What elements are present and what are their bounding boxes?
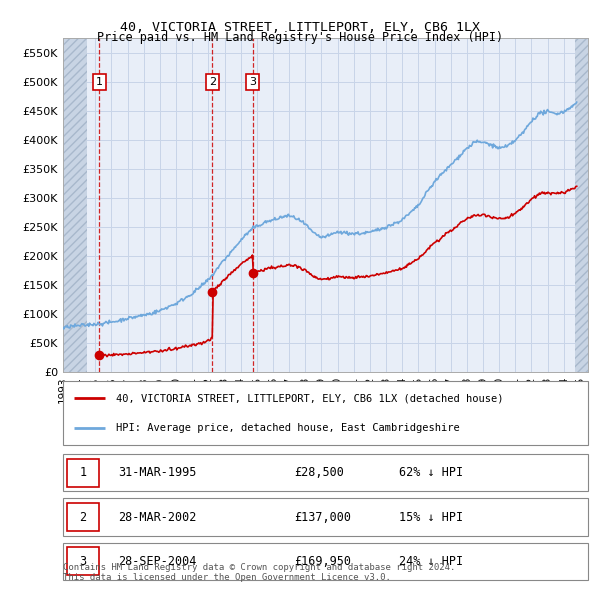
- Text: 28-SEP-2004: 28-SEP-2004: [118, 555, 197, 568]
- Text: 2: 2: [209, 77, 216, 87]
- FancyBboxPatch shape: [63, 454, 588, 491]
- Text: 40, VICTORIA STREET, LITTLEPORT, ELY, CB6 1LX: 40, VICTORIA STREET, LITTLEPORT, ELY, CB…: [120, 21, 480, 34]
- FancyBboxPatch shape: [67, 503, 98, 531]
- Text: 40, VICTORIA STREET, LITTLEPORT, ELY, CB6 1LX (detached house): 40, VICTORIA STREET, LITTLEPORT, ELY, CB…: [115, 393, 503, 403]
- Text: Price paid vs. HM Land Registry's House Price Index (HPI): Price paid vs. HM Land Registry's House …: [97, 31, 503, 44]
- FancyBboxPatch shape: [63, 381, 588, 445]
- Text: 3: 3: [249, 77, 256, 87]
- FancyBboxPatch shape: [67, 458, 98, 487]
- Text: 1: 1: [79, 466, 86, 479]
- Text: 62% ↓ HPI: 62% ↓ HPI: [399, 466, 463, 479]
- Text: 31-MAR-1995: 31-MAR-1995: [118, 466, 197, 479]
- Text: 15% ↓ HPI: 15% ↓ HPI: [399, 510, 463, 523]
- Text: 2: 2: [79, 510, 86, 523]
- FancyBboxPatch shape: [63, 499, 588, 536]
- Text: 3: 3: [79, 555, 86, 568]
- FancyBboxPatch shape: [67, 547, 98, 575]
- Text: Contains HM Land Registry data © Crown copyright and database right 2024.
This d: Contains HM Land Registry data © Crown c…: [63, 563, 455, 582]
- Text: 24% ↓ HPI: 24% ↓ HPI: [399, 555, 463, 568]
- Text: 28-MAR-2002: 28-MAR-2002: [118, 510, 197, 523]
- Text: £28,500: £28,500: [294, 466, 344, 479]
- Text: 1: 1: [96, 77, 103, 87]
- Text: £169,950: £169,950: [294, 555, 351, 568]
- FancyBboxPatch shape: [63, 543, 588, 580]
- Text: £137,000: £137,000: [294, 510, 351, 523]
- Text: HPI: Average price, detached house, East Cambridgeshire: HPI: Average price, detached house, East…: [115, 423, 459, 433]
